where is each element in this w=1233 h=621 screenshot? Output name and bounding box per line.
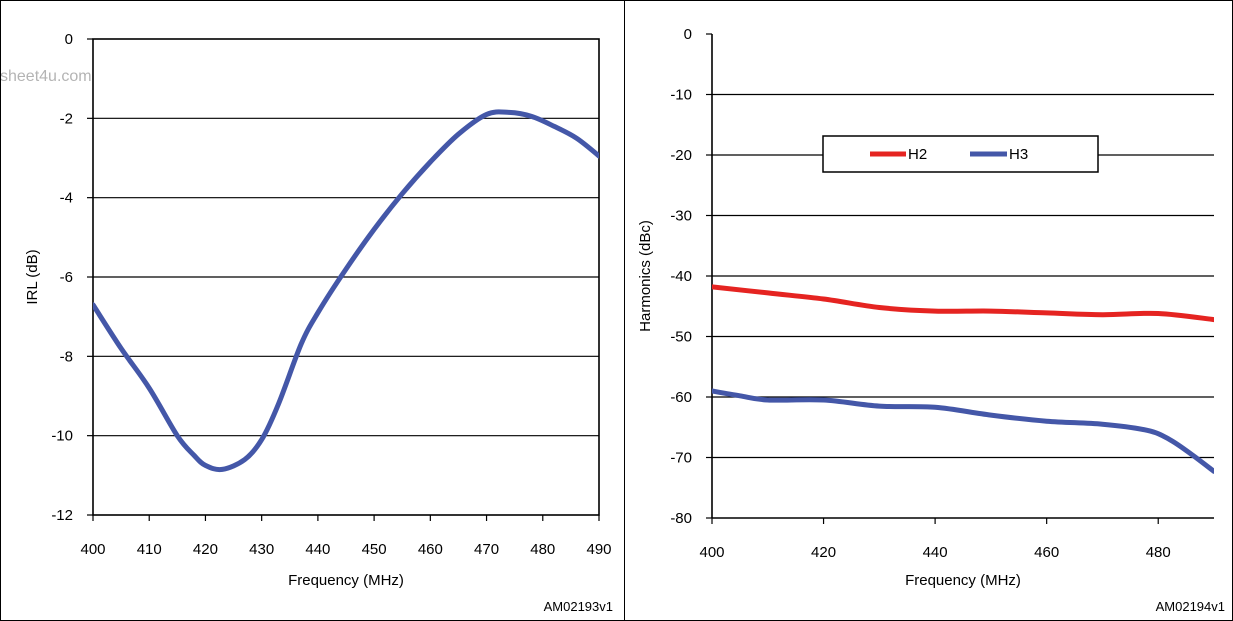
irl-y-tick-label: -10 bbox=[51, 428, 73, 445]
harmonics-y-tick-label: -50 bbox=[670, 329, 692, 346]
harmonics-y-tick-label: -80 bbox=[670, 510, 692, 527]
irl-x-tick-label: 400 bbox=[80, 541, 105, 558]
harmonics-x-tick-label: 400 bbox=[699, 544, 724, 561]
harmonics-y-tick-label: -10 bbox=[670, 87, 692, 104]
irl-figure-code: AM02193v1 bbox=[544, 599, 613, 614]
harmonics-y-tick-label: -40 bbox=[670, 268, 692, 285]
irl-y-tick-label: -2 bbox=[60, 110, 73, 127]
harmonics-y-tick-label: 0 bbox=[684, 26, 692, 43]
harmonics-y-tick-label: -70 bbox=[670, 450, 692, 467]
legend-label-h2: H2 bbox=[908, 146, 927, 163]
irl-y-tick-label: -8 bbox=[60, 348, 73, 365]
harmonics-figure-code: AM02194v1 bbox=[1156, 599, 1225, 614]
legend-label-h3: H3 bbox=[1009, 146, 1028, 163]
harmonics-y-tick-label: -20 bbox=[670, 147, 692, 164]
irl-y-tick-label: 0 bbox=[65, 31, 73, 48]
harmonics-x-tick-label: 480 bbox=[1146, 544, 1171, 561]
irl-y-axis-label: IRL (dB) bbox=[24, 249, 41, 304]
irl-x-tick-label: 410 bbox=[137, 541, 162, 558]
irl-x-tick-label: 440 bbox=[305, 541, 330, 558]
irl-x-axis-label: Frequency (MHz) bbox=[288, 572, 404, 589]
harmonics-h2-line bbox=[712, 284, 1214, 323]
harmonics-x-tick-label: 420 bbox=[811, 544, 836, 561]
irl-x-tick-label: 420 bbox=[193, 541, 218, 558]
harmonics-x-tick-label: 440 bbox=[923, 544, 948, 561]
irl-x-tick-label: 430 bbox=[249, 541, 274, 558]
irl-x-tick-label: 460 bbox=[418, 541, 443, 558]
irl-x-tick-label: 490 bbox=[586, 541, 611, 558]
legend-box bbox=[822, 135, 1099, 173]
irl-chart: 0 -2 -4 -6 -8 -10 -12 400 410 420 430 440 450 460 470 4… bbox=[24, 31, 613, 614]
harmonics-y-tick-label: -60 bbox=[670, 389, 692, 406]
irl-x-tick-label: 450 bbox=[362, 541, 387, 558]
harmonics-h3-line bbox=[712, 388, 1214, 474]
harmonics-chart: 0 -10 -20 -30 -40 -50 -60 -70 -80 400 420 440 460 480… bbox=[637, 26, 1225, 614]
irl-y-tick-label: -4 bbox=[60, 190, 73, 207]
harmonics-y-tick-label: -30 bbox=[670, 208, 692, 225]
harmonics-x-tick-label: 460 bbox=[1034, 544, 1059, 561]
irl-y-tick-label: -6 bbox=[60, 269, 73, 286]
irl-x-tick-label: 480 bbox=[530, 541, 555, 558]
harmonics-y-axis-label: Harmonics (dBc) bbox=[637, 220, 654, 332]
irl-y-tick-label: -12 bbox=[51, 507, 73, 524]
harmonics-x-axis-label: Frequency (MHz) bbox=[905, 572, 1021, 589]
irl-x-tick-label: 470 bbox=[474, 541, 499, 558]
irl-series-0-line bbox=[93, 109, 599, 473]
